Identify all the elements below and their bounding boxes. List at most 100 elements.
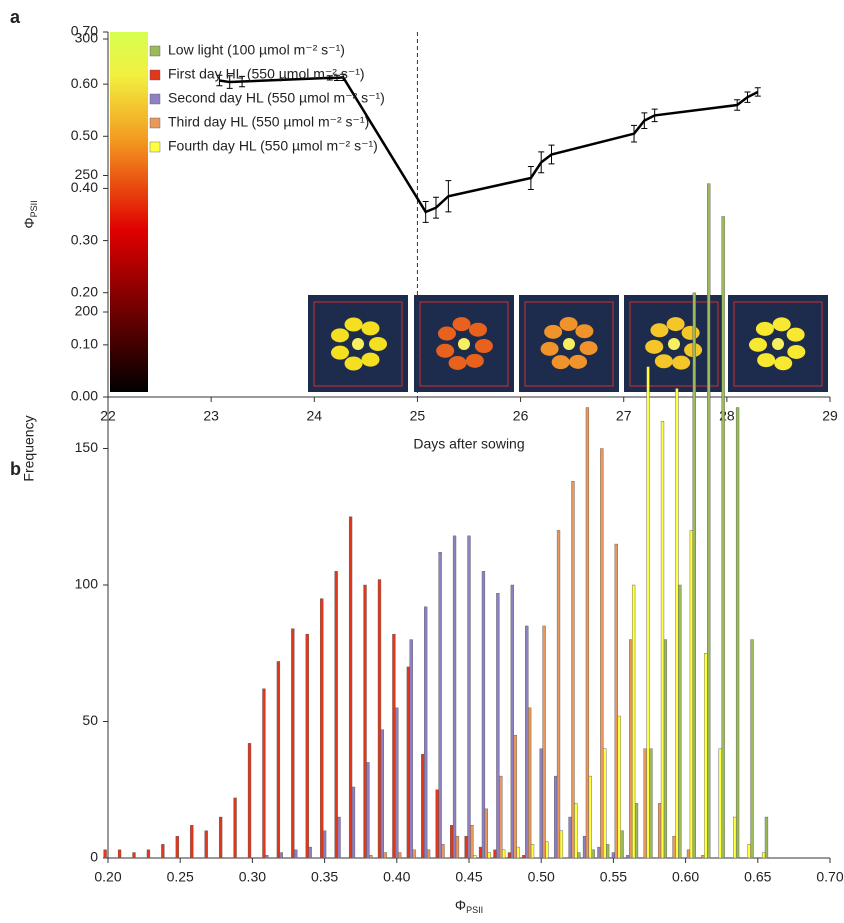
x-tick-label: 28 <box>719 408 735 424</box>
bar <box>455 835 460 859</box>
axis-label: ΦPSII <box>21 200 40 228</box>
bar <box>262 688 266 859</box>
rosette-images <box>308 295 828 392</box>
thumb-leaf <box>361 352 380 367</box>
error-bar <box>538 151 545 174</box>
y-tick-label: 250 <box>75 166 99 182</box>
thumb-leaf <box>755 321 774 336</box>
x-tick-label: 0.70 <box>816 869 843 885</box>
bar <box>643 748 647 859</box>
bar <box>233 797 237 859</box>
bar <box>657 803 662 859</box>
x-tick-label: 0.60 <box>672 869 699 885</box>
bar <box>161 844 165 859</box>
bar <box>218 816 223 859</box>
thumb-leaf <box>465 353 484 368</box>
bar <box>553 775 558 859</box>
error-bar <box>239 75 246 88</box>
bar <box>294 849 298 859</box>
bar <box>513 734 517 859</box>
bar <box>707 183 711 859</box>
bar <box>265 855 269 859</box>
bar <box>507 852 512 859</box>
x-tick-label: 29 <box>822 408 838 424</box>
bar <box>484 808 488 859</box>
thumb-leaf <box>469 322 488 337</box>
thumb-frame <box>313 301 403 387</box>
bar <box>646 366 650 859</box>
legend-label: Second day HL (550 µmol m⁻² s⁻¹) <box>168 90 385 106</box>
thumb-leaf <box>452 317 471 332</box>
x-tick-label: 0.35 <box>311 869 338 885</box>
bar <box>542 625 546 859</box>
error-bar <box>422 200 429 223</box>
bar <box>704 653 708 859</box>
bar <box>660 421 665 859</box>
bar <box>611 852 616 859</box>
y-tick-label: 300 <box>75 30 99 46</box>
error-bar <box>326 75 333 81</box>
bar <box>441 844 445 859</box>
error-bar <box>216 74 223 87</box>
thumb-leaf <box>654 354 673 369</box>
bar <box>291 628 295 859</box>
bar <box>556 530 561 859</box>
x-tick-label: 0.65 <box>744 869 771 885</box>
thumb-leaf <box>575 324 594 339</box>
thumb-leaf <box>436 343 455 358</box>
x-tick-label: 0.55 <box>600 869 627 885</box>
thumb-leaf <box>369 337 387 351</box>
bar <box>617 715 621 859</box>
bar <box>398 852 402 859</box>
bar <box>392 633 396 859</box>
error-bar <box>432 196 439 219</box>
bar <box>366 762 370 859</box>
y-tick-label: 0.60 <box>71 75 98 91</box>
label-symbol: Φ <box>21 217 37 228</box>
bar <box>406 666 410 859</box>
bar <box>634 803 639 859</box>
thumb-center <box>458 338 470 350</box>
error-bar <box>340 73 347 81</box>
error-bar <box>734 99 741 111</box>
thumb-center <box>772 338 784 350</box>
label-subscript: PSII <box>29 200 39 217</box>
bar <box>351 786 356 859</box>
x-tick-label: 0.25 <box>167 869 194 885</box>
bar <box>380 729 385 859</box>
bar <box>320 598 324 859</box>
bar <box>718 748 722 859</box>
bar <box>545 841 549 859</box>
panel-letter: a <box>10 7 21 27</box>
bar <box>337 816 341 859</box>
y-tick-label: 0.40 <box>71 179 98 195</box>
error-bar <box>744 91 751 103</box>
bar <box>528 707 532 859</box>
thumb-leaf <box>474 339 493 354</box>
bar <box>539 748 543 859</box>
thumb-leaf <box>757 353 776 368</box>
bar <box>686 849 691 859</box>
thumb-frame <box>629 301 719 387</box>
bar <box>493 849 497 859</box>
bar <box>409 639 413 859</box>
bar <box>597 846 601 859</box>
bar <box>600 448 604 859</box>
thumb-leaf <box>787 344 806 359</box>
bar <box>761 852 766 859</box>
thumb-leaf <box>774 356 793 371</box>
bar <box>305 633 309 859</box>
bar <box>452 535 457 859</box>
thumb-leaf <box>448 355 467 370</box>
bar <box>438 552 442 859</box>
thumb-leaf <box>551 355 570 370</box>
bar <box>747 844 751 859</box>
x-tick-label: 0.20 <box>94 869 121 885</box>
error-bar <box>445 180 452 213</box>
bar <box>247 743 252 859</box>
legend-swatch <box>149 69 161 81</box>
thumb-leaf <box>540 341 559 356</box>
error-bar <box>651 108 658 123</box>
legend-swatch <box>149 45 161 57</box>
